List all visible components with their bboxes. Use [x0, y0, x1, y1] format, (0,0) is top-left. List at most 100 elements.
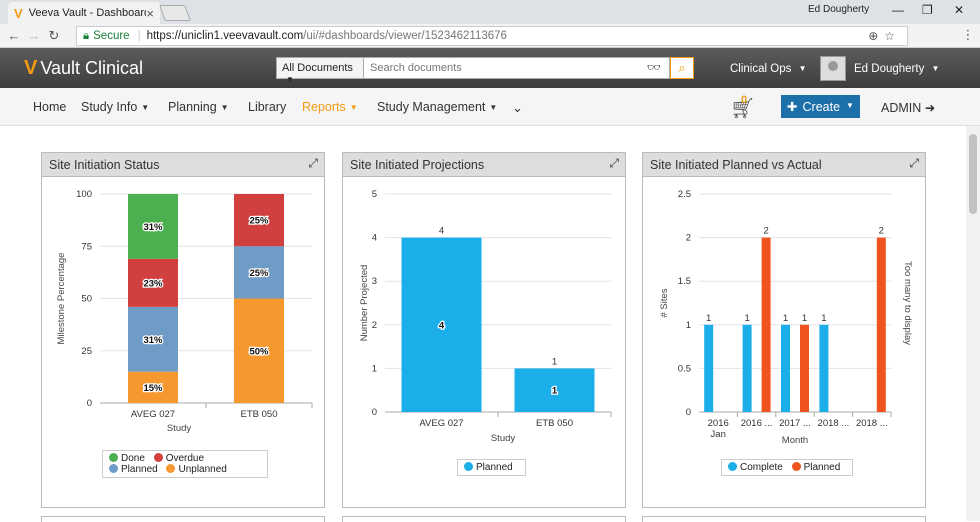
bar-segment	[234, 194, 284, 247]
x-tick-label: 2016 ...	[741, 418, 773, 429]
search-button[interactable]: ⌕	[670, 57, 694, 79]
y-axis-label: # Sites	[659, 288, 670, 317]
y-tick-label: 0	[372, 407, 377, 418]
chart-legend: Planned	[457, 459, 526, 476]
chart-legend: Done Overdue Planned Unplanned	[102, 450, 268, 478]
legend-item-overdue[interactable]: Overdue	[153, 453, 204, 464]
search-icon: ⌕	[678, 60, 686, 75]
legend-item-planned[interactable]: Planned	[464, 462, 513, 473]
chart-legend: Complete Planned	[721, 459, 854, 476]
legend-label: Planned	[476, 462, 513, 473]
panel-site-initiated-planned-vs-actual: Site Initiated Planned vs Actual ⤢ 0 0.5 1…	[642, 152, 926, 508]
nav-library[interactable]: Library	[248, 100, 287, 114]
user-name: Ed Dougherty	[854, 63, 925, 75]
user-menu[interactable]: Ed Dougherty ▼	[854, 63, 939, 75]
panel-stub	[342, 516, 626, 522]
search-bar: All Documents ▼ Search documents 👓︎ ⌕	[276, 57, 694, 84]
panel-stub	[642, 516, 926, 522]
browser-menu-icon[interactable]: ⋮	[961, 27, 975, 42]
x-tick-label: 2018 ...	[856, 418, 888, 429]
lock-icon: 🔒︎	[83, 29, 90, 42]
data-label: 1	[706, 313, 711, 324]
legend-label: Complete	[740, 462, 783, 473]
cart-icon[interactable]: 🛒︎	[730, 98, 756, 120]
x-axis-label: Study	[167, 423, 192, 434]
nav-home[interactable]: Home	[33, 100, 67, 114]
legend-item-planned[interactable]: Planned	[791, 462, 840, 473]
new-tab-button[interactable]	[159, 5, 191, 21]
nav-reports-label: Reports	[302, 100, 346, 114]
nav-planning-label: Planning	[168, 100, 217, 114]
nav-study-management[interactable]: Study Management ▼	[377, 100, 497, 114]
y-axis-label: Milestone Percentage	[56, 253, 67, 345]
more-tabs-icon[interactable]: ⌄	[512, 100, 523, 115]
admin-link[interactable]: ADMIN ➜	[881, 100, 935, 115]
y-tick-label: 2	[686, 233, 691, 244]
bar	[761, 237, 771, 412]
bar	[819, 324, 829, 412]
expand-icon[interactable]: ⤢	[909, 156, 919, 170]
panel-title: Site Initiated Planned vs Actual	[650, 158, 822, 172]
x-tick-label: AVEG 027	[131, 409, 175, 420]
arrow-right-circle-icon: ➜	[924, 101, 936, 115]
y-tick-label: 1	[372, 363, 377, 374]
create-button[interactable]: ✚ Create ▼	[781, 95, 860, 118]
legend-item-unplanned[interactable]: Unplanned	[166, 464, 227, 475]
x-axis-label: Study	[491, 433, 516, 444]
secure-label: Secure	[93, 30, 130, 42]
y-tick-label: 50	[81, 294, 92, 305]
reload-icon[interactable]: ↻	[48, 27, 60, 43]
scrollbar-thumb[interactable]	[969, 134, 977, 214]
y-tick-label: 2	[372, 320, 377, 331]
bar	[401, 237, 482, 412]
cart-count: 0	[741, 94, 748, 106]
admin-label: ADMIN	[881, 101, 922, 115]
expand-icon[interactable]: ⤢	[308, 156, 318, 170]
zoom-star-icons[interactable]: ⊕☆	[868, 29, 901, 43]
legend-dot-icon	[109, 464, 118, 473]
forward-arrow-icon[interactable]: →	[27, 28, 41, 43]
legend-item-planned[interactable]: Planned	[109, 464, 158, 475]
legend-dot-icon	[728, 462, 737, 471]
search-scope-select[interactable]: All Documents ▼	[276, 57, 364, 84]
y-tick-label: 4	[372, 233, 377, 244]
panel-header: Site Initiation Status ⤢	[42, 153, 324, 177]
binoculars-icon[interactable]: 👓︎	[647, 62, 661, 74]
nav-study-info[interactable]: Study Info ▼	[81, 100, 149, 114]
panel-site-initiation-status: Site Initiation Status ⤢ 0 25 50 75 100 15% 31…	[41, 152, 325, 508]
legend-item-complete[interactable]: Complete	[728, 462, 783, 473]
bar	[781, 324, 790, 412]
chart-site-initiated-projections: 0 1 2 3 4 5 4 4 AVEG 027 1 1 ETB 050 Study Number Pro…	[359, 189, 612, 444]
panel-site-initiated-projections: Site Initiated Projections ⤢ 0 1 2 3 4 5 4 4 AVE…	[342, 152, 626, 508]
data-label: 15%	[143, 383, 163, 394]
data-label: 1	[802, 313, 807, 324]
y-tick-label: 0.5	[678, 363, 691, 374]
vault-logo[interactable]: V Vault Clinical	[24, 57, 143, 80]
data-label: 25%	[249, 268, 269, 279]
search-input[interactable]: Search documents 👓︎	[364, 57, 670, 79]
restore-icon[interactable]: ❐	[922, 3, 933, 17]
close-tab-icon[interactable]: ×	[146, 5, 154, 21]
data-label: 25%	[249, 216, 269, 227]
browser-profile-name[interactable]: Ed Dougherty	[808, 4, 870, 15]
expand-icon[interactable]: ⤢	[609, 156, 619, 170]
page-scrollbar[interactable]	[966, 126, 980, 521]
y-tick-label: 5	[372, 189, 377, 200]
nav-reports[interactable]: Reports ▼	[302, 100, 358, 114]
chevron-down-icon: ▼	[798, 64, 807, 73]
data-label: 23%	[143, 278, 163, 289]
browser-tab[interactable]: V Veeva Vault - Dashboard ×	[8, 2, 160, 24]
avatar[interactable]	[820, 56, 846, 81]
vault-selector[interactable]: Clinical Ops ▼	[730, 63, 806, 75]
browser-tab-strip: V Veeva Vault - Dashboard × Ed Dougherty…	[0, 0, 980, 24]
legend-item-done[interactable]: Done	[109, 453, 145, 464]
back-arrow-icon[interactable]: ←	[7, 28, 21, 43]
close-window-icon[interactable]: ✕	[954, 3, 965, 17]
bar	[800, 324, 809, 412]
x-tick-label: 2017 ...	[779, 418, 811, 429]
nav-planning[interactable]: Planning ▼	[168, 100, 229, 114]
minimize-icon[interactable]: —	[892, 3, 904, 17]
x-tick-sublabel: Jan	[711, 429, 726, 440]
address-bar[interactable]: 🔒︎ Secure | https://uniclin1.veevavault.…	[76, 26, 908, 46]
